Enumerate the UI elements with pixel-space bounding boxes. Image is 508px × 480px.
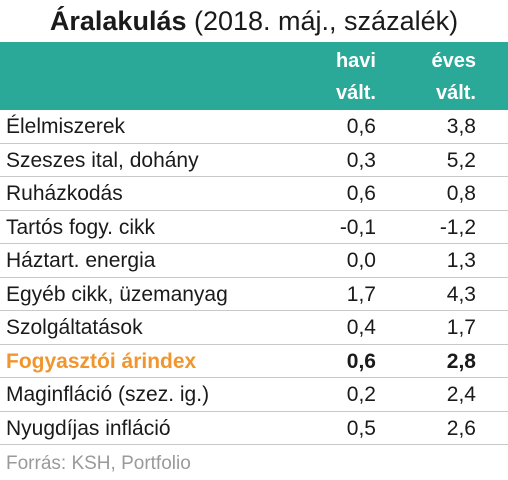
row-monthly-value: 0,5 [346,416,376,440]
table-header: havi vált. éves vált. [0,42,508,110]
row-yearly-value: 0,8 [446,182,476,205]
table-row: Ruházkodás 0,6 0,8 [0,177,508,211]
table-row: Tartós fogy. cikk -0,1 -1,2 [0,211,508,244]
table-row-highlighted: Fogyasztói árindex 0,6 2,8 [0,345,508,378]
source-note: Forrás: KSH, Portfolio [6,453,191,474]
table-row: Egyéb cikk, üzemanyag 1,7 4,3 [0,278,508,311]
row-label: Élelmiszerek [6,115,126,138]
title-bold: Áralakulás [49,6,187,36]
header-yearly-line1: éves [431,50,477,72]
row-monthly-value: 0,4 [346,316,376,339]
row-monthly-value: 0,0 [346,249,376,272]
row-yearly-value: 2,4 [446,383,476,406]
row-label: Ruházkodás [6,182,123,205]
header-monthly-line1: havi [335,50,376,72]
row-label: Nyugdíjas infláció [6,416,171,440]
header-monthly-line2: vált. [335,82,376,104]
row-monthly-value: 0,6 [346,182,376,205]
row-monthly-value: 0,6 [346,115,376,138]
header-yearly-line2: vált. [435,82,476,104]
row-yearly-value: 1,3 [446,249,476,272]
row-label: Tartós fogy. cikk [6,215,155,239]
table-row: Szeszes ital, dohány 0,3 5,2 [0,144,508,177]
row-yearly-value: 4,3 [446,282,476,306]
row-monthly-value: 0,3 [346,148,376,172]
row-monthly-value: 0,6 [346,349,376,373]
table-row: Nyugdíjas infláció 0,5 2,6 [0,412,508,445]
row-label: Fogyasztói árindex [6,349,197,373]
row-yearly-value: 5,2 [446,148,476,172]
row-label: Háztart. energia [6,249,156,272]
row-label: Szolgáltatások [6,316,143,339]
table-row: Maginfláció (szez. ig.) 0,2 2,4 [0,378,508,412]
row-monthly-value: -0,1 [339,215,376,239]
row-yearly-value: 2,6 [446,416,476,440]
table-row: Élelmiszerek 0,6 3,8 [0,110,508,144]
row-yearly-value: 2,8 [446,349,476,373]
row-label: Szeszes ital, dohány [6,148,199,172]
row-label: Egyéb cikk, üzemanyag [6,282,228,306]
row-label: Maginfláció (szez. ig.) [6,383,210,406]
row-yearly-value: 1,7 [446,316,476,339]
title-rest: (2018. máj., százalék) [186,6,459,36]
table-body: Élelmiszerek 0,6 3,8 Szeszes ital, dohán… [0,110,508,445]
row-yearly-value: -1,2 [439,215,476,239]
table-row: Szolgáltatások 0,4 1,7 [0,311,508,345]
row-monthly-value: 0,2 [346,383,376,406]
table-row: Háztart. energia 0,0 1,3 [0,244,508,278]
row-yearly-value: 3,8 [446,115,476,138]
table-title: Áralakulás (2018. máj., százalék) [0,4,508,38]
row-monthly-value: 1,7 [346,282,376,306]
